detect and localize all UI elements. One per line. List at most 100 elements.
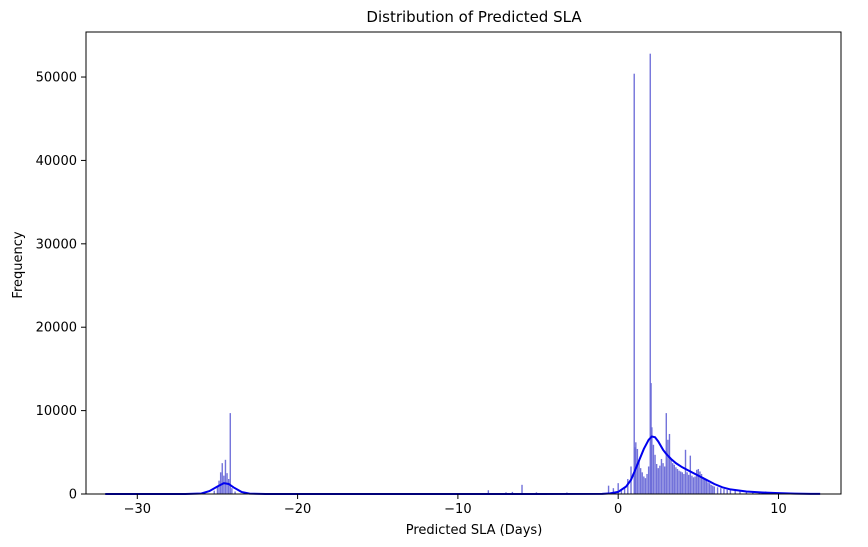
histogram-bar xyxy=(684,449,687,494)
chart-title: Distribution of Predicted SLA xyxy=(366,8,582,26)
y-tick-label: 20000 xyxy=(36,321,77,336)
x-tick-label: −10 xyxy=(444,502,471,517)
histogram-bar xyxy=(686,472,688,494)
y-axis-label: Frequency xyxy=(11,231,26,298)
histogram-bar xyxy=(623,487,626,494)
histogram-bar xyxy=(633,73,635,494)
histogram-bar xyxy=(663,466,666,494)
y-tick-label: 30000 xyxy=(36,237,77,252)
histogram-bar xyxy=(699,471,701,494)
x-axis-ticks: −30 −20 −10 0 10 xyxy=(124,494,787,517)
histogram-bar xyxy=(707,482,709,494)
histogram-bar xyxy=(662,463,664,494)
histogram-bar xyxy=(651,427,653,494)
histogram-bar xyxy=(726,489,728,494)
histogram-bar xyxy=(234,491,236,494)
histogram-bar xyxy=(218,480,220,494)
histogram-bar xyxy=(723,489,725,494)
histogram-bar xyxy=(612,488,615,494)
histogram-bar xyxy=(680,471,682,494)
histogram-bar xyxy=(683,473,685,494)
histogram-bar xyxy=(688,474,690,494)
histogram-bar xyxy=(673,464,675,494)
histogram-bar xyxy=(617,483,619,494)
histogram-bar xyxy=(657,468,659,494)
histogram-bar xyxy=(223,475,225,494)
histogram-bar xyxy=(752,492,754,494)
y-axis-ticks: 0 10000 20000 30000 40000 50000 xyxy=(36,71,86,503)
histogram-bar xyxy=(227,478,230,494)
histogram-bar xyxy=(704,478,706,494)
histogram-bar xyxy=(678,470,680,494)
histogram-bar xyxy=(213,490,215,494)
histogram-bar xyxy=(638,460,640,494)
y-tick-label: 10000 xyxy=(36,404,77,419)
y-tick-label: 50000 xyxy=(36,71,77,86)
y-tick-label: 0 xyxy=(69,488,77,503)
histogram-bar xyxy=(705,480,708,494)
histogram-bar xyxy=(671,463,674,494)
histogram-bar xyxy=(487,490,490,494)
histogram-bar xyxy=(716,487,719,494)
histogram-bar xyxy=(712,485,714,494)
histogram-bar xyxy=(720,488,722,494)
x-axis-label: Predicted SLA (Days) xyxy=(406,523,543,538)
histogram-bar xyxy=(627,478,629,494)
histogram-bar xyxy=(729,490,732,494)
histogram-bar xyxy=(660,458,663,494)
x-tick-label: 0 xyxy=(614,502,622,517)
histogram-bar xyxy=(670,458,672,494)
histogram-bar xyxy=(692,477,695,494)
histogram-bar xyxy=(224,459,227,494)
histogram-bar xyxy=(734,490,736,494)
x-tick-label: −30 xyxy=(124,502,151,517)
histogram-bars xyxy=(213,53,796,495)
histogram-bar xyxy=(710,484,712,494)
histogram-bar xyxy=(676,468,679,494)
histogram-bar xyxy=(636,448,639,494)
histogram-bar xyxy=(607,485,610,494)
histogram-bar xyxy=(700,473,703,494)
histogram-bar xyxy=(654,454,656,494)
histogram-bar xyxy=(647,466,650,494)
histogram-bar xyxy=(691,475,693,494)
histogram-bar xyxy=(511,491,514,494)
histogram-bar xyxy=(739,491,741,494)
x-tick-label: −20 xyxy=(284,502,311,517)
histogram-bar xyxy=(659,465,661,494)
histogram-bar xyxy=(713,486,716,494)
histogram-bar xyxy=(681,472,684,494)
x-tick-label: 10 xyxy=(770,502,787,517)
histogram-bar xyxy=(649,53,651,495)
axes-frame xyxy=(85,31,842,495)
histogram-bar xyxy=(668,433,671,494)
histogram-bar xyxy=(219,472,222,494)
histogram-bar xyxy=(643,476,645,494)
histogram-bar xyxy=(216,486,219,494)
y-tick-label: 40000 xyxy=(36,154,77,169)
histogram-bar xyxy=(221,463,223,494)
histogram-bar xyxy=(646,473,648,494)
histogram-bar xyxy=(708,483,711,494)
histogram-bar xyxy=(675,467,677,494)
histogram-bar xyxy=(745,491,748,494)
histogram-bar xyxy=(702,477,704,494)
histogram-bar xyxy=(521,484,523,494)
histogram-bar xyxy=(667,439,669,494)
histogram-bar xyxy=(694,476,696,494)
histogram-bar xyxy=(639,468,642,494)
histogram-bar xyxy=(620,490,623,494)
histogram-bar xyxy=(689,455,692,494)
histogram-bar xyxy=(229,413,231,494)
axes-box xyxy=(85,31,842,495)
histogram-bar xyxy=(644,478,647,494)
histogram-bar xyxy=(697,468,700,494)
kde-line xyxy=(105,435,821,495)
histogram-bar xyxy=(758,492,760,494)
histogram-bar xyxy=(652,444,655,494)
histogram-bar xyxy=(231,488,233,494)
histogram-bar xyxy=(655,463,658,494)
histogram-bar xyxy=(641,472,643,494)
histogram-bar xyxy=(696,469,698,494)
